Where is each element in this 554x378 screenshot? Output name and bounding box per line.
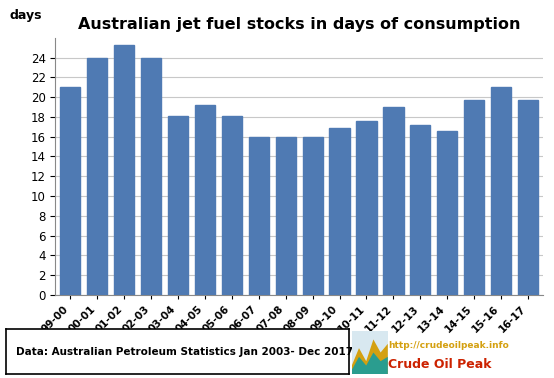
Bar [60, 87, 80, 295]
Bar [249, 137, 269, 295]
Title: Australian jet fuel stocks in days of consumption: Australian jet fuel stocks in days of co… [78, 17, 520, 33]
Polygon shape [352, 339, 388, 374]
Polygon shape [352, 352, 388, 374]
Bar [411, 125, 430, 295]
Bar [437, 131, 458, 295]
Bar [518, 100, 538, 295]
Bar [356, 121, 377, 295]
Bar [222, 116, 242, 295]
Bar [87, 57, 107, 295]
Text: http://crudeoilpeak.info: http://crudeoilpeak.info [388, 341, 509, 350]
Bar [275, 137, 296, 295]
Bar [464, 100, 484, 295]
Bar [383, 107, 403, 295]
Text: Data: Australian Petroleum Statistics Jan 2003- Dec 2017: Data: Australian Petroleum Statistics Ja… [16, 347, 353, 356]
Text: Crude Oil Peak: Crude Oil Peak [388, 358, 491, 371]
Bar [330, 128, 350, 295]
Bar [195, 105, 215, 295]
Bar [168, 116, 188, 295]
Bar [302, 137, 323, 295]
Bar [491, 87, 511, 295]
Bar [114, 45, 134, 295]
Bar [141, 57, 161, 295]
Text: days: days [9, 9, 42, 22]
